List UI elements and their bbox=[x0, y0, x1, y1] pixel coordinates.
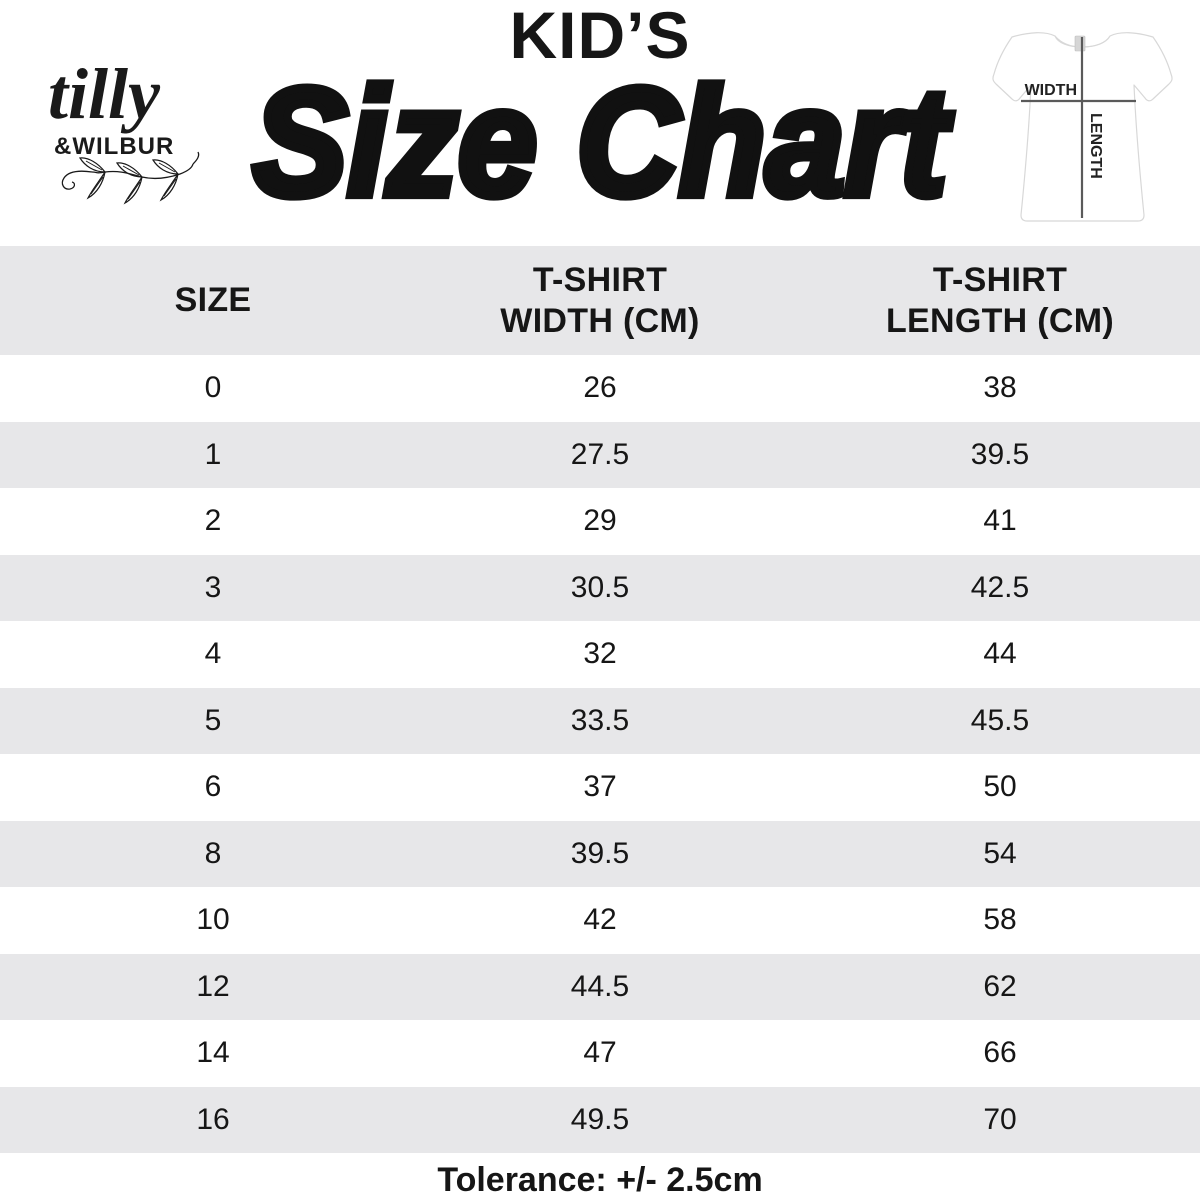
svg-text:LENGTH: LENGTH bbox=[1087, 113, 1104, 179]
svg-text:WIDTH: WIDTH bbox=[1025, 82, 1077, 99]
